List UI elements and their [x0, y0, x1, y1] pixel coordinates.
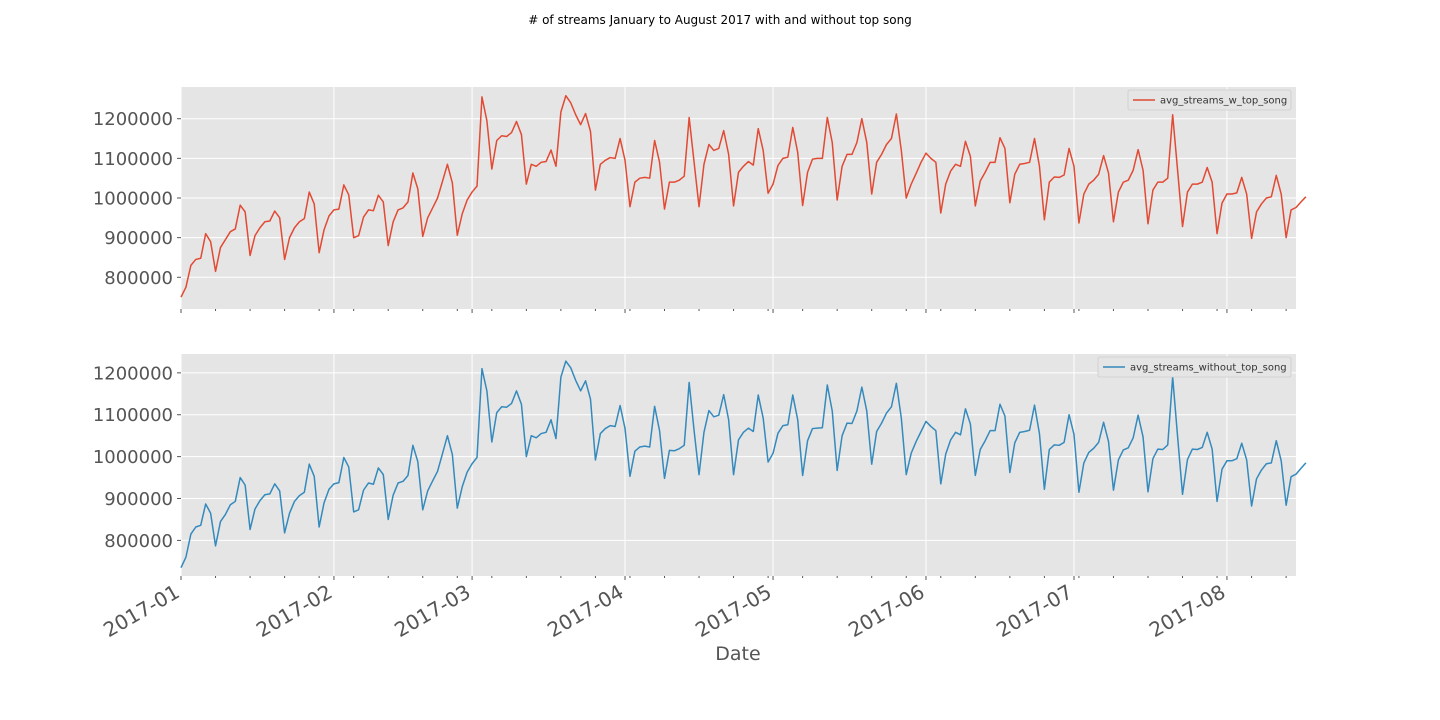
y-tick-label: 1000000 [93, 447, 173, 468]
bottom-subplot-lines [180, 360, 1307, 568]
y-tick-label: 1200000 [93, 109, 173, 130]
bottom-subplot: 800000 900000 1000000 1100000 1200000 avg_st… [93, 354, 1307, 580]
x-tick-label: 2017-07 [992, 580, 1076, 643]
top-subplot-grid [180, 87, 1296, 309]
x-tick-label: 2017-03 [390, 580, 474, 643]
bottom-subplot-y-ticks: 800000 900000 1000000 1100000 1200000 [93, 363, 181, 552]
top-subplot-y-ticks: 800000 900000 1000000 1100000 1200000 [93, 109, 181, 289]
y-tick-label: 900000 [104, 489, 173, 510]
y-tick-label: 1100000 [93, 405, 173, 426]
chart-title: # of streams January to August 2017 with… [528, 13, 912, 27]
x-tick-label: 2017-08 [1145, 580, 1229, 643]
y-tick-label: 1200000 [93, 363, 173, 384]
x-axis-label: Date [715, 643, 760, 665]
y-tick-label: 800000 [104, 268, 173, 289]
top-legend-label: avg_streams_w_top_song [1160, 96, 1287, 107]
y-tick-label: 1000000 [93, 189, 173, 210]
top-subplot-lines [180, 94, 1307, 298]
x-tick-label: 2017-05 [691, 580, 775, 643]
bottom-legend-box [1097, 356, 1292, 378]
top-subplot-x-ticks [180, 309, 1287, 313]
bottom-legend-label: avg_streams_without_top_song [1130, 363, 1287, 374]
series-line-avg_streams_w_top_song [180, 94, 1307, 298]
bottom-subplot-x-ticks [180, 576, 1287, 580]
top-subplot: 800000 900000 1000000 1100000 1200000 avg_st… [93, 87, 1307, 313]
x-tick-label: 2017-02 [252, 580, 336, 643]
top-subplot-legend: avg_streams_w_top_song [1127, 89, 1292, 111]
x-tick-label: 2017-06 [844, 580, 928, 643]
x-tick-label: 2017-04 [543, 580, 627, 643]
x-tick-label: 2017-01 [99, 580, 183, 643]
bottom-subplot-legend: avg_streams_without_top_song [1097, 356, 1292, 378]
series-line-avg_streams_without_top_song [180, 360, 1307, 568]
bottom-subplot-grid [180, 354, 1296, 576]
y-tick-label: 800000 [104, 531, 173, 552]
x-tick-labels: 2017-01 2017-02 2017-03 2017-04 2017-05 2017-… [99, 580, 1229, 643]
y-tick-label: 1100000 [93, 149, 173, 170]
top-legend-box [1127, 89, 1292, 111]
y-tick-label: 900000 [104, 228, 173, 249]
